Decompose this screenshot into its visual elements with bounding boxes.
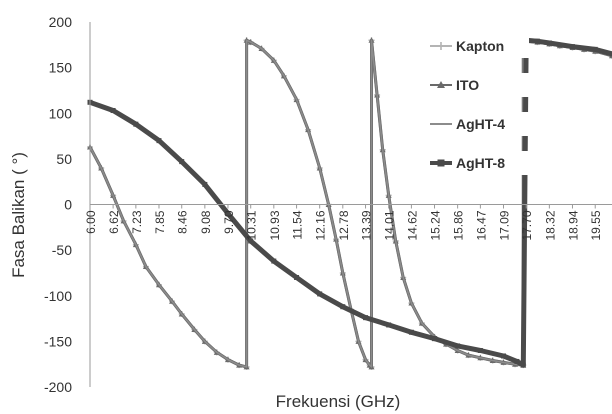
x-tick-label: 19.55 [589, 210, 603, 240]
x-tick-label: 6.62 [107, 210, 121, 234]
x-tick-label: 10.93 [268, 210, 282, 240]
y-axis-title: Fasa Balikan ( °) [9, 152, 28, 278]
x-tick-label: 15.86 [452, 210, 466, 240]
x-tick-label: 9.70 [222, 210, 236, 234]
series-point-aght-8 [500, 353, 506, 359]
series-point-aght-8 [514, 358, 520, 364]
series-point-aght-8 [202, 181, 208, 187]
x-tick-label: 12.16 [314, 210, 328, 240]
series-point-aght-8 [317, 291, 323, 297]
series-point-aght-8 [609, 51, 612, 57]
series-point-aght-8 [133, 121, 139, 127]
x-axis-title: Frekuensi (GHz) [276, 392, 401, 411]
x-tick-label: 17.70 [520, 210, 534, 240]
x-tick-label: 15.24 [429, 210, 443, 240]
series-point-aght-8 [546, 40, 552, 46]
x-tick-label: 12.78 [337, 210, 351, 240]
series-point-aght-8 [569, 44, 575, 50]
x-tick-label: 16.47 [474, 210, 488, 240]
series-point-aght-8 [386, 322, 392, 328]
series-point-aght-8 [156, 138, 162, 144]
y-tick-label: -150 [44, 333, 72, 349]
y-tick-label: 200 [49, 14, 73, 30]
series-point-aght-8 [294, 275, 300, 280]
series-point-aght-8 [477, 348, 483, 353]
y-tick-label: 100 [49, 105, 73, 121]
x-tick-label: 9.08 [199, 210, 213, 234]
series-layer [87, 37, 612, 370]
legend-label-kapton: Kapton [456, 38, 504, 54]
axes-layer: 200 150 100 50 0 -50 -100 -150 -200 6.00 6.62 7.23 7… [44, 14, 612, 395]
series-point-aght-8 [534, 38, 540, 44]
series-point-aght-8 [110, 108, 116, 114]
y-tick-label: 150 [49, 60, 73, 76]
x-tick-label: 7.23 [130, 210, 144, 234]
series-line-aght-4 [89, 39, 612, 368]
x-tick-label: 14.62 [405, 210, 419, 240]
legend: Kapton ITO AgHT-4 AgHT-8 [424, 34, 529, 175]
series-point-aght-8 [455, 343, 461, 349]
legend-label-aght-4: AgHT-4 [456, 116, 505, 132]
series-point-aght-8 [271, 258, 277, 264]
series-point-aght-8 [432, 336, 438, 342]
x-tick-label: 13.39 [360, 210, 374, 240]
y-tick-label: -100 [44, 288, 72, 304]
series-point-aght-8 [179, 159, 185, 165]
x-tick-label: 6.00 [84, 210, 98, 234]
legend-label-aght-8: AgHT-8 [456, 155, 505, 171]
series-point-aght-8 [363, 315, 369, 321]
legend-marker-ito [437, 81, 445, 88]
x-tick-label: 18.32 [543, 210, 557, 240]
y-tick-label: -50 [52, 242, 72, 258]
legend-marker-aght-8 [437, 159, 445, 167]
series-point-aght-8 [340, 304, 346, 310]
series-line-aght-8 [89, 37, 612, 368]
series-point-aght-8 [248, 238, 254, 244]
series-line-ito [88, 38, 612, 369]
series-line-kapton [88, 38, 612, 369]
x-tick-label: 10.31 [245, 210, 259, 240]
y-tick-label: 50 [56, 151, 72, 167]
x-tick-label: 7.85 [153, 210, 167, 234]
x-tick-label: 14.01 [383, 210, 397, 240]
y-tick-label: 0 [64, 197, 72, 213]
x-tick-label: 11.54 [291, 210, 305, 239]
x-tick-label: 18.94 [566, 210, 580, 240]
legend-marker-kapton [437, 42, 445, 50]
legend-label-ito: ITO [456, 77, 479, 93]
series-point-aght-8 [225, 211, 231, 217]
series-point-aght-8 [592, 46, 598, 52]
series-point-aght-8 [520, 362, 526, 368]
x-tick-label: 8.46 [176, 210, 190, 234]
y-tick-label: -200 [44, 379, 72, 395]
x-tick-label: 17.09 [497, 210, 511, 240]
series-point-aght-8 [408, 329, 414, 335]
